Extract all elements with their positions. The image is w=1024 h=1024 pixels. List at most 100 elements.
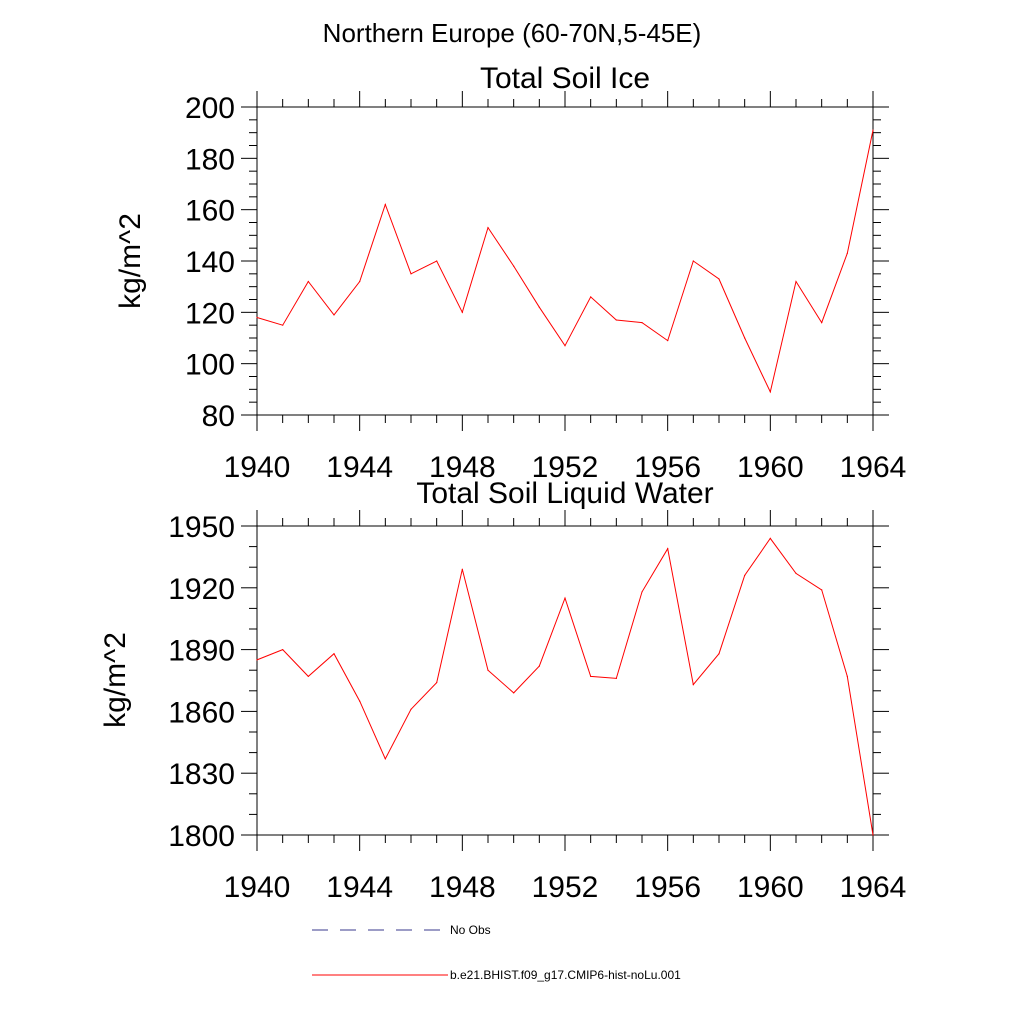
plot-frame	[256, 525, 874, 836]
data-point	[821, 322, 823, 324]
data-point	[846, 675, 848, 677]
x-tick-labels: 1940 1944 1948 1952 1956 1960 1964	[224, 451, 907, 484]
y-tick-label: 200	[185, 92, 235, 125]
data-point	[667, 339, 669, 342]
data-point	[307, 280, 309, 283]
panel-title: Total Soil Liquid Water	[416, 477, 713, 510]
data-point	[846, 252, 848, 254]
data-point	[615, 319, 617, 321]
legend-label-model: b.e21.BHIST.f09_g17.CMIP6-hist-noLu.001	[450, 968, 681, 982]
panel-title: Total Soil Ice	[480, 62, 650, 95]
data-point	[384, 758, 386, 760]
data-point	[410, 708, 412, 710]
data-point	[333, 314, 335, 316]
y-tick-label: 1920	[168, 573, 235, 606]
data-point	[590, 675, 592, 677]
panel-soil-ice: Total Soil Ice kg/m^2 1940 1944 1948 1952 19…	[114, 62, 906, 484]
data-point	[718, 278, 720, 280]
x-tick-label: 1960	[737, 871, 804, 904]
data-point	[564, 345, 566, 347]
x-tick-label: 1944	[326, 451, 393, 484]
data-point	[641, 591, 643, 593]
x-tick-label: 1960	[737, 451, 804, 484]
x-tick-label: 1956	[634, 451, 701, 484]
y-tick-label: 120	[185, 297, 235, 330]
data-point	[564, 597, 566, 599]
y-tick-label: 80	[202, 400, 235, 433]
data-point	[487, 669, 489, 671]
x-ticks	[256, 510, 874, 851]
data-point	[538, 306, 540, 308]
data-point	[615, 677, 617, 680]
x-tick-label: 1964	[840, 871, 907, 904]
legend: No Obs b.e21.BHIST.f09_g17.CMIP6-hist-no…	[312, 923, 681, 982]
data-point	[384, 203, 386, 206]
panel-soil-liquid-water: Total Soil Liquid Water kg/m^2 1940 1944 1…	[99, 477, 906, 904]
y-ticks	[241, 106, 889, 416]
data-point	[872, 834, 874, 836]
x-tick-label: 1940	[224, 451, 291, 484]
y-tick-label: 1860	[168, 696, 235, 729]
y-tick-label: 1800	[168, 820, 235, 853]
data-point	[590, 296, 592, 298]
y-tick-labels: 1800 1830 1860 1890 1920 1950	[168, 511, 235, 853]
data-point	[641, 322, 643, 324]
series-lines	[256, 537, 874, 836]
data-point	[692, 260, 694, 262]
x-tick-labels: 1940 1944 1948 1952 1956 1960 1964	[224, 871, 907, 904]
data-point	[744, 337, 746, 339]
data-point	[256, 316, 258, 319]
data-point	[461, 568, 463, 570]
y-tick-label: 1830	[168, 758, 235, 791]
data-point	[872, 129, 874, 131]
x-tick-label: 1964	[840, 451, 907, 484]
data-point	[692, 684, 694, 686]
data-point	[307, 675, 309, 677]
data-point	[513, 265, 515, 267]
series-line	[256, 129, 874, 394]
y-tick-label: 1950	[168, 511, 235, 544]
x-ticks	[256, 91, 874, 431]
data-point	[282, 324, 284, 326]
data-point	[769, 537, 771, 539]
data-point	[359, 700, 361, 702]
data-point	[795, 280, 797, 283]
y-axis-label: kg/m^2	[99, 632, 132, 728]
series-lines	[256, 129, 874, 394]
data-point	[282, 649, 284, 651]
y-ticks	[241, 525, 889, 836]
legend-label-no-obs: No Obs	[450, 923, 491, 937]
data-point	[256, 659, 258, 661]
data-point	[436, 681, 438, 684]
data-point	[461, 311, 463, 313]
x-tick-label: 1940	[224, 871, 291, 904]
x-tick-label: 1948	[429, 871, 496, 904]
data-point	[795, 572, 797, 574]
x-tick-label: 1944	[326, 871, 393, 904]
data-point	[436, 260, 438, 262]
y-tick-label: 100	[185, 349, 235, 382]
y-tick-label: 180	[185, 143, 235, 176]
data-point	[333, 653, 335, 655]
data-point	[538, 665, 540, 667]
x-tick-label: 1952	[532, 871, 599, 904]
x-tick-label: 1956	[634, 871, 701, 904]
data-point	[718, 653, 720, 655]
y-tick-label: 140	[185, 246, 235, 279]
data-point	[769, 391, 771, 393]
data-point	[744, 574, 746, 577]
page-title: Northern Europe (60-70N,5-45E)	[323, 18, 702, 48]
x-tick-label: 1952	[532, 451, 599, 484]
data-point	[667, 548, 669, 550]
data-point	[513, 692, 515, 694]
y-tick-labels: 80 100 120 140 160 180 200	[185, 92, 235, 433]
data-point	[487, 227, 489, 229]
y-axis-label: kg/m^2	[114, 213, 147, 309]
y-tick-label: 160	[185, 195, 235, 228]
data-point	[359, 280, 361, 283]
x-tick-label: 1948	[429, 451, 496, 484]
plot-frame	[256, 106, 874, 416]
y-tick-label: 1890	[168, 635, 235, 668]
data-point	[410, 273, 412, 275]
